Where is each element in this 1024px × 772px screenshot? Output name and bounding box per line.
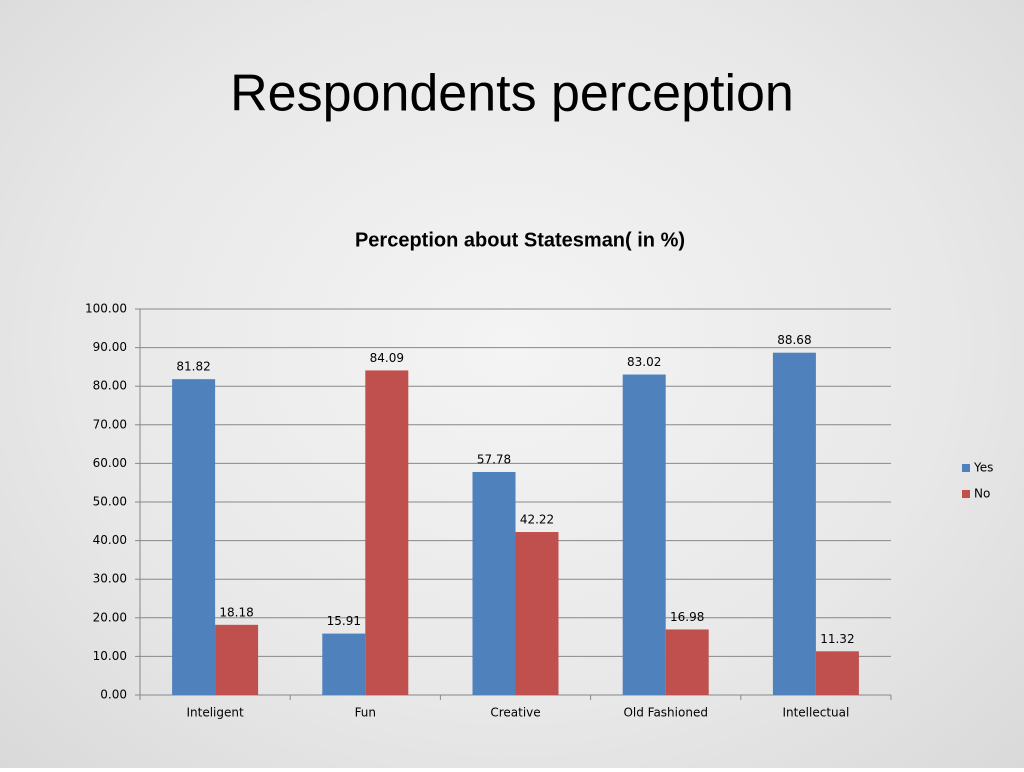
y-tick-label: 40.00: [93, 533, 127, 547]
y-tick-label: 0.00: [100, 688, 127, 702]
value-label: 11.32: [820, 632, 854, 646]
x-tick-label: Inteligent: [186, 706, 244, 720]
bar: [472, 471, 516, 695]
y-tick-label: 90.00: [93, 340, 127, 354]
bar: [172, 379, 216, 695]
bar: [215, 624, 259, 695]
bar: [322, 633, 366, 695]
x-tick-label: Creative: [490, 706, 540, 720]
bar: [365, 370, 409, 695]
x-tick-label: Intellectual: [782, 706, 849, 720]
value-label: 15.91: [327, 614, 361, 628]
x-tick-label: Old Fashioned: [623, 706, 708, 720]
value-label: 88.68: [777, 333, 811, 347]
legend-label: No: [974, 487, 990, 501]
bar: [515, 532, 559, 695]
value-label: 16.98: [670, 610, 704, 624]
y-tick-label: 50.00: [93, 495, 127, 509]
y-tick-label: 10.00: [93, 649, 127, 663]
value-label: 83.02: [627, 355, 661, 369]
value-label: 57.78: [477, 452, 511, 466]
y-tick-label: 80.00: [93, 379, 127, 393]
value-label: 81.82: [176, 360, 210, 374]
y-tick-label: 30.00: [93, 572, 127, 586]
bar: [815, 651, 859, 695]
x-tick-label: Fun: [355, 706, 376, 720]
bar: [665, 629, 709, 695]
legend-label: Yes: [973, 461, 993, 475]
y-tick-label: 70.00: [93, 417, 127, 431]
value-label: 42.22: [520, 513, 554, 527]
y-tick-label: 20.00: [93, 610, 127, 624]
bar: [622, 374, 666, 695]
legend-swatch: [962, 490, 970, 498]
chart-title: Perception about Statesman( in %): [355, 229, 685, 251]
bar: [772, 352, 816, 695]
y-tick-label: 60.00: [93, 456, 127, 470]
legend-swatch: [962, 464, 970, 472]
y-tick-label: 100.00: [85, 302, 127, 316]
slide-title: Respondents perception: [230, 65, 794, 123]
value-label: 84.09: [370, 351, 404, 365]
value-label: 18.18: [219, 605, 253, 619]
